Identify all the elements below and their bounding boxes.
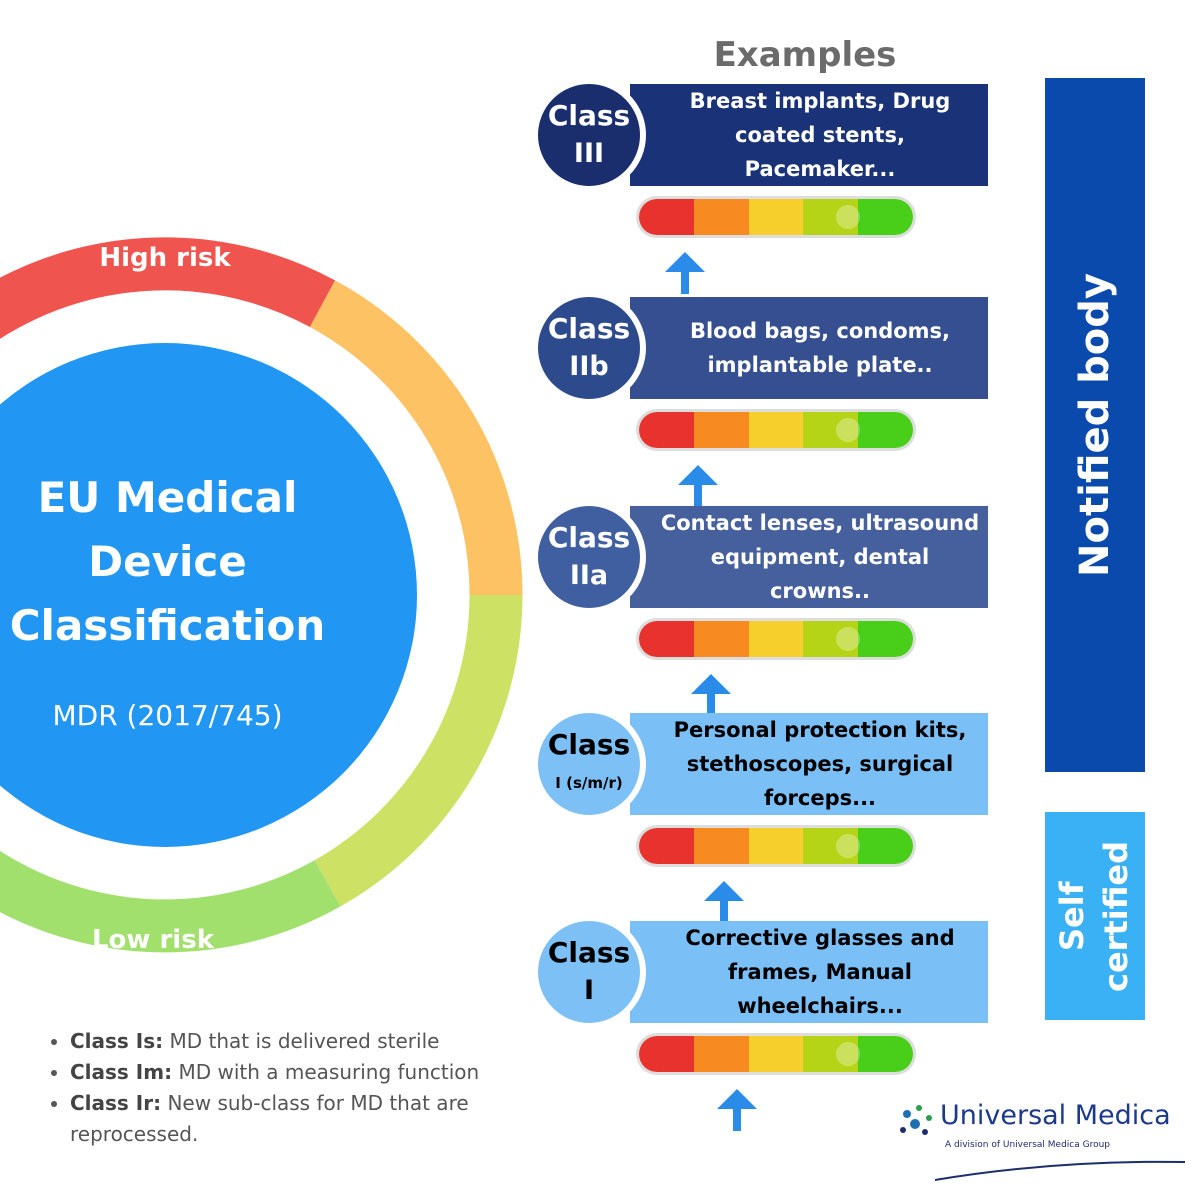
notes-list: Class Is: MD that is delivered sterileCl… [28, 1026, 540, 1150]
note-term: Class Ir: [70, 1091, 162, 1115]
class-badge: Class III [532, 78, 646, 192]
high-risk-label: High risk [99, 243, 231, 273]
low-risk-label: Low risk [91, 925, 214, 955]
risk-segment [803, 621, 859, 657]
risk-bar [636, 618, 916, 660]
notified-body-label: Notified body [1072, 273, 1118, 577]
class-grade: IIa [569, 560, 609, 591]
risk-segment [639, 1036, 694, 1072]
risk-marker [836, 627, 860, 651]
note-term: Class Im: [70, 1060, 173, 1084]
example-box: Blood bags, condoms, implantable plate.. [630, 297, 988, 399]
example-text: Corrective glasses and frames, Manual wh… [685, 926, 955, 1018]
risk-segment [693, 412, 749, 448]
risk-segment [639, 199, 694, 235]
notified-body-bar: Notified body [1045, 78, 1145, 772]
risk-segment [639, 412, 694, 448]
class-name: Class [547, 99, 631, 132]
arrow-head [704, 881, 744, 901]
example-text: Blood bags, condoms, implantable plate.. [689, 319, 951, 377]
risk-segment [639, 621, 694, 657]
note-item: Class Is: MD that is delivered sterile [70, 1026, 540, 1057]
main-subtitle: MDR (2017/745) [52, 698, 283, 732]
example-box: Personal protection kits, stethoscopes, … [630, 713, 988, 815]
self-certified-bar: Self certified [1045, 812, 1145, 1020]
class-badge: Class I [532, 915, 646, 1029]
example-box: Contact lenses, ultrasound equipment, de… [630, 506, 988, 608]
arrow-shaft [733, 1107, 741, 1131]
risk-marker [836, 205, 860, 229]
note-text: New sub-class for MD that are reprocesse… [70, 1091, 469, 1146]
risk-bar [636, 196, 916, 238]
risk-segment [858, 621, 913, 657]
class-name: Class [547, 728, 631, 761]
arrow-shaft [707, 692, 715, 716]
note-item: Class Ir: New sub-class for MD that are … [70, 1088, 540, 1150]
class-badge: Class IIa [532, 500, 646, 614]
risk-segment [858, 412, 913, 448]
risk-segment [748, 199, 804, 235]
ring-high [0, 237, 336, 339]
center-disk [0, 343, 417, 847]
main-title: EU Medical Device Classification [9, 473, 326, 650]
example-text: Breast implants, Drug coated stents, Pac… [689, 89, 951, 181]
note-text: MD that is delivered sterile [169, 1029, 440, 1053]
class-grade: III [573, 138, 605, 169]
class-grade: I (s/m/r) [555, 774, 623, 792]
class-name: Class [547, 521, 631, 554]
risk-segment [639, 828, 694, 864]
logo-name: Universal Medica [940, 1100, 1171, 1131]
class-name: Class [547, 936, 631, 969]
arrow-head [717, 1089, 757, 1109]
arrow-shaft [681, 270, 689, 294]
risk-segment [803, 412, 859, 448]
risk-segment [858, 199, 913, 235]
logo-tagline: A division of Universal Medica Group [945, 1140, 1111, 1150]
risk-segment [693, 1036, 749, 1072]
examples-header: Examples [713, 35, 897, 75]
arrow-head [665, 252, 705, 272]
risk-bar [636, 1033, 916, 1075]
example-box: Breast implants, Drug coated stents, Pac… [630, 84, 988, 186]
risk-segment [803, 1036, 859, 1072]
ring-medium-high [309, 280, 523, 596]
risk-segment [693, 199, 749, 235]
note-term: Class Is: [70, 1029, 164, 1053]
risk-segment [748, 412, 804, 448]
arrow-shaft [694, 483, 702, 507]
example-box: Corrective glasses and frames, Manual wh… [630, 921, 988, 1023]
risk-bar [636, 409, 916, 451]
risk-segment [693, 621, 749, 657]
risk-marker [836, 834, 860, 858]
risk-bar [636, 825, 916, 867]
risk-segment [803, 828, 859, 864]
arrow-shaft [720, 899, 728, 923]
logo-graphic [900, 1105, 1186, 1181]
risk-segment [748, 1036, 804, 1072]
risk-segment [693, 828, 749, 864]
class-badge: Class I (s/m/r) [532, 707, 646, 821]
note-text: MD with a measuring function [178, 1060, 480, 1084]
risk-marker [836, 1042, 860, 1066]
ring-medium-low [314, 594, 523, 907]
class-name: Class [547, 312, 631, 345]
class-badge: Class IIb [532, 291, 646, 405]
self-certified-label: Self certified [1053, 840, 1135, 992]
risk-marker [836, 418, 860, 442]
class-grade: I [583, 975, 595, 1006]
example-text: Personal protection kits, stethoscopes, … [673, 718, 967, 810]
risk-segment [748, 621, 804, 657]
class-grade: IIb [569, 351, 609, 382]
note-item: Class Im: MD with a measuring function [70, 1057, 540, 1088]
arrow-head [691, 674, 731, 694]
risk-segment [748, 828, 804, 864]
risk-segment [858, 828, 913, 864]
example-text: Contact lenses, ultrasound equipment, de… [660, 511, 980, 603]
arrow-head [678, 465, 718, 485]
risk-segment [803, 199, 859, 235]
ring-low [0, 850, 341, 953]
risk-segment [858, 1036, 913, 1072]
